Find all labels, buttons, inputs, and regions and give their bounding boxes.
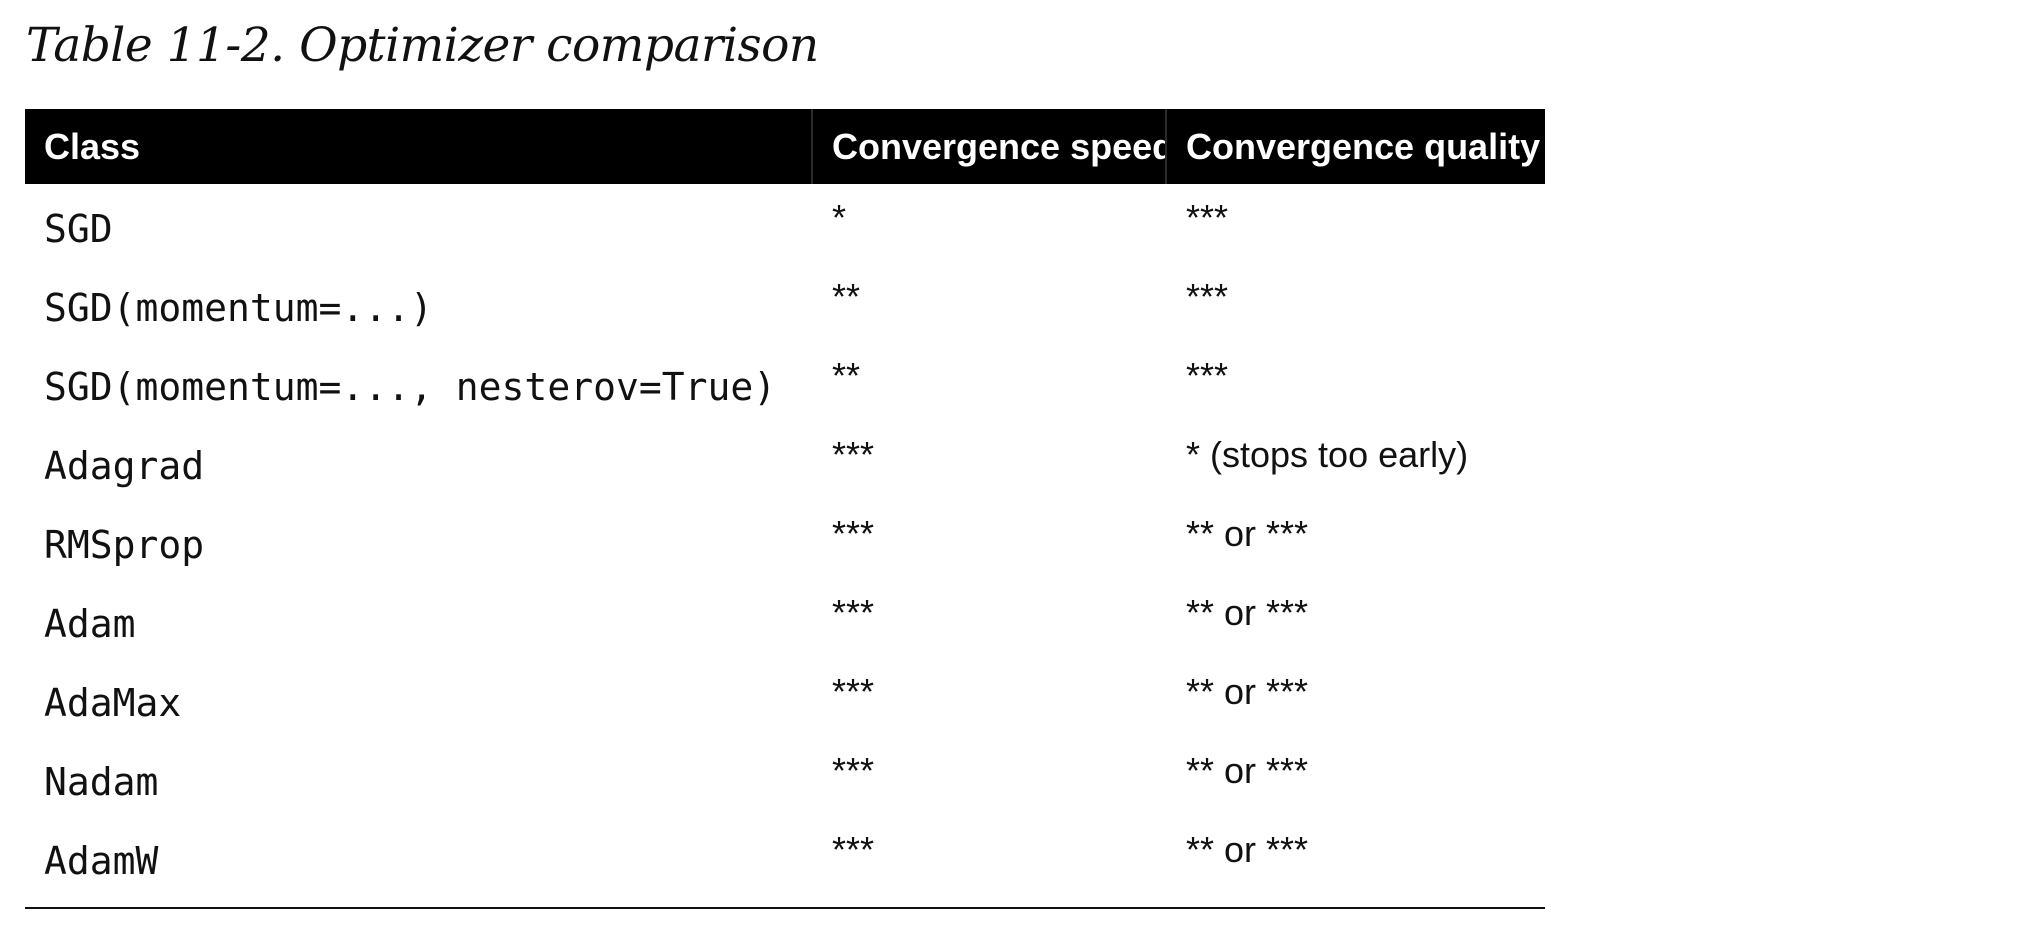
optimizer-comparison-table: Class Convergence speed Convergence qual…: [25, 109, 1545, 909]
table-row: RMSprop *** ** or ***: [25, 500, 1545, 579]
class-cell: SGD(momentum=..., nesterov=True): [44, 365, 777, 409]
speed-cell: **: [832, 355, 861, 396]
class-cell: RMSprop: [44, 523, 205, 567]
speed-cell: ***: [832, 434, 875, 475]
speed-cell: ***: [832, 592, 875, 633]
quality-cell: ** or ***: [1186, 671, 1309, 712]
class-cell: SGD: [44, 207, 113, 251]
speed-cell: ***: [832, 671, 875, 712]
table-caption: Table 11-2. Optimizer comparison: [26, 18, 819, 73]
quality-cell: ***: [1186, 197, 1229, 238]
quality-cell: ** or ***: [1186, 750, 1309, 791]
class-cell: AdaMax: [44, 681, 182, 725]
quality-cell: ** or ***: [1186, 829, 1309, 870]
table-row: Nadam *** ** or ***: [25, 737, 1545, 816]
table-row: Adam *** ** or ***: [25, 579, 1545, 658]
speed-cell: ***: [832, 750, 875, 791]
table-row: SGD(momentum=..., nesterov=True) ** ***: [25, 342, 1545, 421]
speed-cell: *: [832, 197, 847, 238]
class-cell: SGD(momentum=...): [44, 286, 433, 330]
header-class: Class: [25, 109, 813, 184]
class-cell: Nadam: [44, 760, 159, 804]
table-row: AdamW *** ** or ***: [25, 816, 1545, 895]
table-row: SGD(momentum=...) ** ***: [25, 263, 1545, 342]
table-header-row: Class Convergence speed Convergence qual…: [25, 109, 1545, 184]
table-row: SGD * ***: [25, 184, 1545, 263]
table-row: Adagrad *** * (stops too early): [25, 421, 1545, 500]
quality-cell: ** or ***: [1186, 513, 1309, 554]
speed-cell: **: [832, 276, 861, 317]
table-row: AdaMax *** ** or ***: [25, 658, 1545, 737]
header-convergence-speed: Convergence speed: [813, 109, 1167, 184]
class-cell: AdamW: [44, 839, 159, 883]
quality-cell: * (stops too early): [1186, 434, 1469, 475]
header-convergence-quality: Convergence quality: [1186, 126, 1541, 167]
quality-cell: ***: [1186, 276, 1229, 317]
quality-cell: ***: [1186, 355, 1229, 396]
speed-cell: ***: [832, 829, 875, 870]
class-cell: Adam: [44, 602, 136, 646]
class-cell: Adagrad: [44, 444, 205, 488]
quality-cell: ** or ***: [1186, 592, 1309, 633]
speed-cell: ***: [832, 513, 875, 554]
